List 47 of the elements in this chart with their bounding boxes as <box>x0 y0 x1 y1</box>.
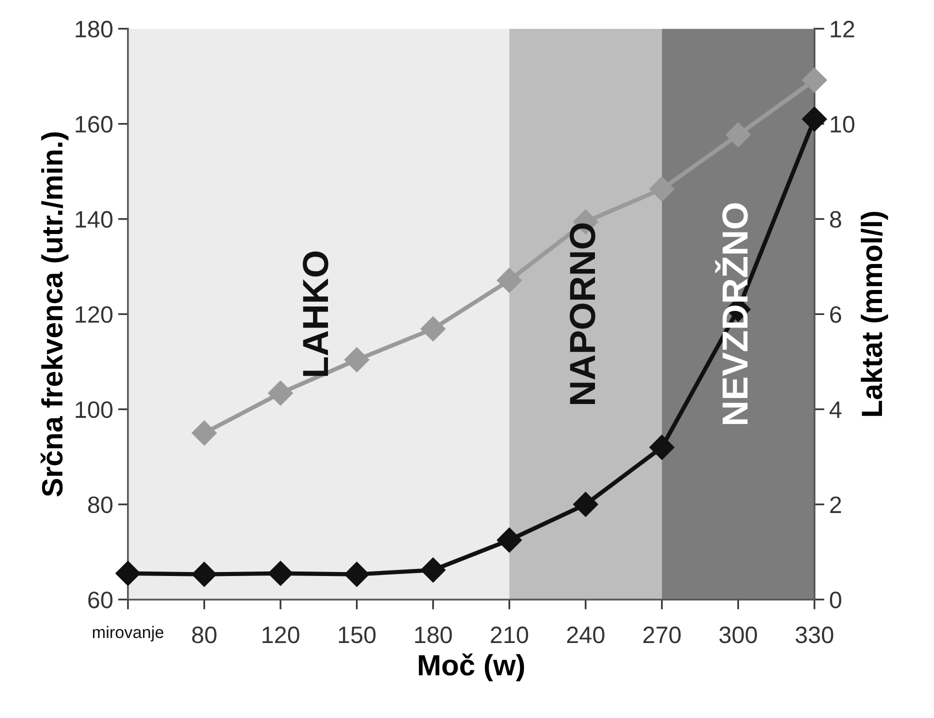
x-tick-label: 210 <box>490 626 528 644</box>
y-tick-label: 100 <box>76 401 112 418</box>
y-tick-label: 180 <box>76 20 112 38</box>
y2-tick-label: 0 <box>830 592 842 608</box>
point <box>802 106 827 132</box>
y2-tick-label: 12 <box>830 20 854 38</box>
y2-axis-title: Laktat (mmol/l) <box>860 212 888 416</box>
x-tick-label: 180 <box>415 626 452 644</box>
point <box>802 68 827 93</box>
point <box>420 316 446 342</box>
x-tick-label: 120 <box>262 626 300 644</box>
y2-tick-label: 4 <box>830 402 842 418</box>
point <box>268 380 293 406</box>
point <box>420 558 446 583</box>
point <box>344 562 370 587</box>
point <box>115 560 140 586</box>
y2-tick-label: 8 <box>830 211 842 228</box>
point <box>192 420 217 446</box>
y2-tick-label: 10 <box>830 116 854 133</box>
point <box>496 268 522 293</box>
band-label: NEVZDRŽNO <box>715 203 748 424</box>
y-tick-label: 140 <box>76 211 112 228</box>
x-tick-label: mirovanje <box>92 626 164 642</box>
y-tick-label: 80 <box>88 496 112 514</box>
x-tick-label: 330 <box>796 626 834 644</box>
point <box>573 492 598 517</box>
band-label: NAPORNO <box>570 223 596 404</box>
point <box>192 562 217 587</box>
x-tick-label: 300 <box>719 626 757 644</box>
y-tick-label: 60 <box>88 592 112 608</box>
point <box>496 528 522 553</box>
y-tick-label: 120 <box>76 306 112 323</box>
x-tick-label: 240 <box>567 626 604 644</box>
point <box>649 176 674 202</box>
point <box>268 560 293 586</box>
y2-tick-label: 2 <box>830 496 841 513</box>
x-axis-title: Moč (w) <box>418 653 524 682</box>
x-tick-label: 80 <box>192 626 216 644</box>
y-axis-title: Srčna frekvenca (utr./min.) <box>40 132 68 496</box>
point <box>649 434 674 460</box>
band-label: LAHKO <box>302 251 328 376</box>
point <box>726 122 751 148</box>
x-tick-label: 150 <box>338 626 376 644</box>
point <box>344 347 370 372</box>
x-tick-label: 270 <box>643 626 681 644</box>
y-tick-label: 160 <box>76 116 112 133</box>
y2-tick-label: 6 <box>830 306 842 323</box>
